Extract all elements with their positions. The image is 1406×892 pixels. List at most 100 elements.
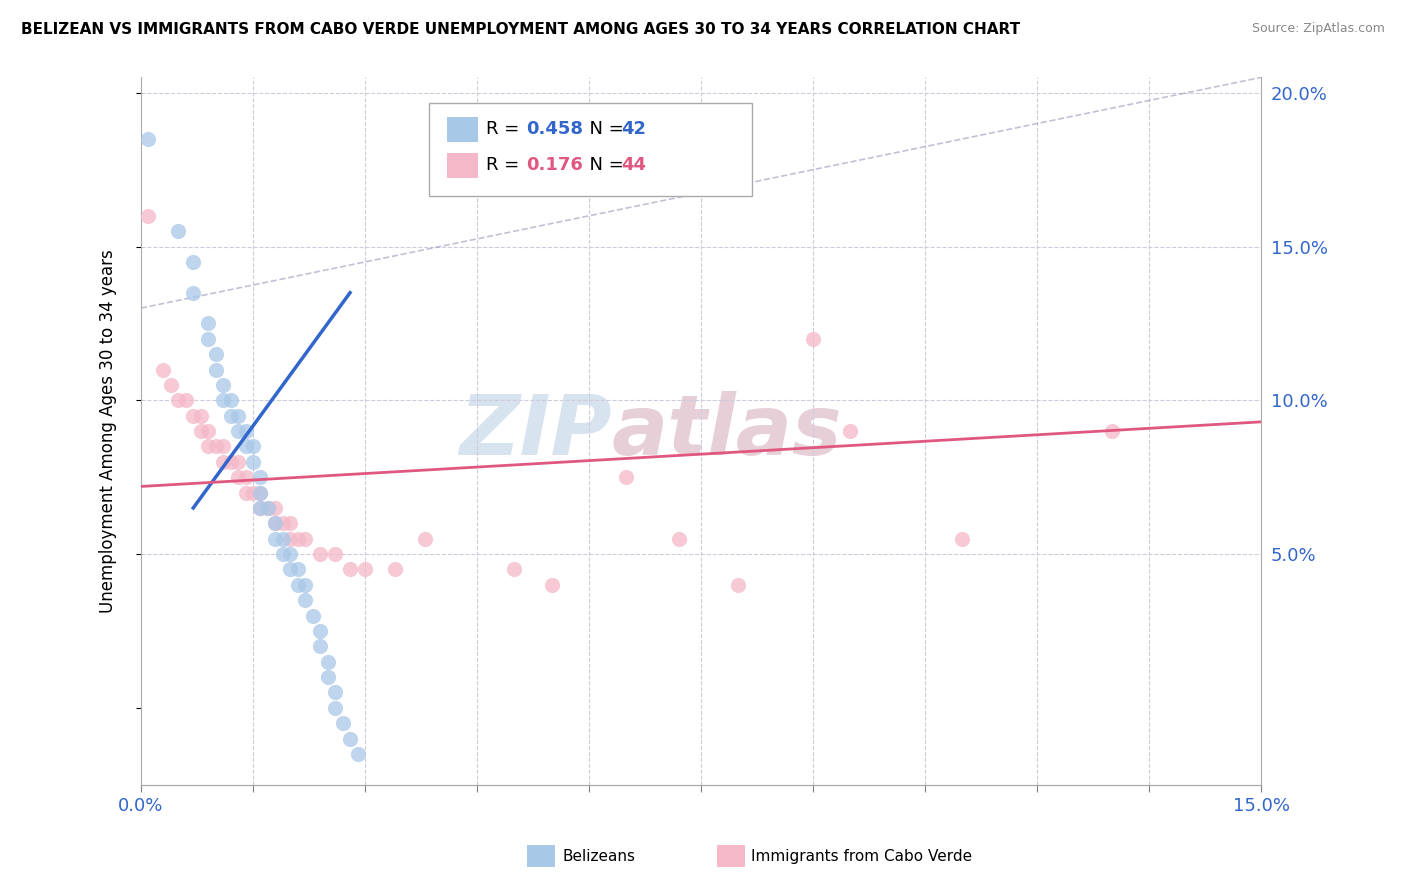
Point (323, 547, 346, 561)
Point (309, 624, 332, 638)
Point (212, 455, 235, 469)
Point (309, 640, 332, 654)
Text: 0.458: 0.458 (526, 120, 583, 138)
Text: N =: N = (578, 156, 630, 174)
Text: BELIZEAN VS IMMIGRANTS FROM CABO VERDE UNEMPLOYMENT AMONG AGES 30 TO 34 YEARS CO: BELIZEAN VS IMMIGRANTS FROM CABO VERDE U… (21, 22, 1021, 37)
Point (264, 500, 287, 515)
Point (212, 393, 235, 408)
Text: 42: 42 (621, 120, 647, 138)
Point (235, 485, 257, 500)
Point (181, 285, 204, 300)
Text: 0.176: 0.176 (526, 156, 582, 174)
Point (264, 516, 287, 531)
Point (354, 562, 377, 576)
Point (242, 455, 264, 469)
Point (197, 440, 219, 454)
Point (197, 424, 219, 438)
Text: ZIP: ZIP (458, 391, 612, 472)
Text: R =: R = (486, 120, 526, 138)
Point (167, 393, 190, 408)
Text: Immigrants from Cabo Verde: Immigrants from Cabo Verde (751, 849, 972, 863)
Y-axis label: Unemployment Among Ages 30 to 34 years: Unemployment Among Ages 30 to 34 years (100, 249, 117, 613)
Point (226, 470, 249, 484)
Point (249, 470, 271, 484)
Point (219, 455, 242, 469)
Point (242, 440, 264, 454)
Point (1101, 424, 1123, 438)
Point (287, 532, 309, 546)
Point (242, 485, 264, 500)
Text: N =: N = (578, 120, 630, 138)
Point (226, 424, 249, 438)
Point (190, 424, 212, 438)
Point (138, 132, 160, 146)
Point (309, 547, 332, 561)
Point (174, 393, 197, 408)
Point (264, 532, 287, 546)
Point (503, 562, 526, 576)
Point (323, 685, 346, 699)
Point (287, 562, 309, 576)
Point (219, 409, 242, 423)
Point (204, 362, 226, 376)
Point (160, 378, 183, 392)
Point (249, 485, 271, 500)
Point (316, 670, 339, 684)
Point (235, 440, 257, 454)
Point (540, 578, 562, 592)
Point (257, 500, 280, 515)
Point (323, 701, 346, 715)
Point (339, 731, 361, 746)
Point (226, 455, 249, 469)
Point (152, 362, 174, 376)
Point (301, 608, 323, 623)
Point (839, 424, 862, 438)
Point (346, 747, 368, 761)
Point (271, 547, 294, 561)
Point (316, 655, 339, 669)
Point (264, 516, 287, 531)
Point (249, 500, 271, 515)
Point (278, 547, 301, 561)
Point (801, 332, 824, 346)
Point (413, 532, 436, 546)
Point (727, 578, 749, 592)
Point (294, 532, 316, 546)
Point (384, 562, 406, 576)
Point (278, 562, 301, 576)
Point (614, 470, 637, 484)
Point (212, 440, 235, 454)
Point (339, 562, 361, 576)
Point (138, 209, 160, 223)
Text: 44: 44 (621, 156, 647, 174)
Point (332, 716, 354, 731)
Point (294, 578, 316, 592)
Point (219, 393, 242, 408)
Point (249, 500, 271, 515)
Point (190, 409, 212, 423)
Text: R =: R = (486, 156, 526, 174)
Point (181, 409, 204, 423)
Point (204, 440, 226, 454)
Point (212, 378, 235, 392)
Point (226, 409, 249, 423)
Point (294, 593, 316, 607)
Point (278, 516, 301, 531)
Point (271, 516, 294, 531)
Point (287, 578, 309, 592)
Point (181, 255, 204, 269)
Point (950, 532, 973, 546)
Point (249, 485, 271, 500)
Point (167, 224, 190, 238)
Point (257, 500, 280, 515)
Point (197, 317, 219, 331)
Point (197, 332, 219, 346)
Point (204, 347, 226, 361)
Point (278, 532, 301, 546)
Text: atlas: atlas (612, 391, 842, 472)
Text: Belizeans: Belizeans (562, 849, 636, 863)
Point (271, 532, 294, 546)
Point (235, 424, 257, 438)
Point (235, 470, 257, 484)
Point (668, 532, 690, 546)
